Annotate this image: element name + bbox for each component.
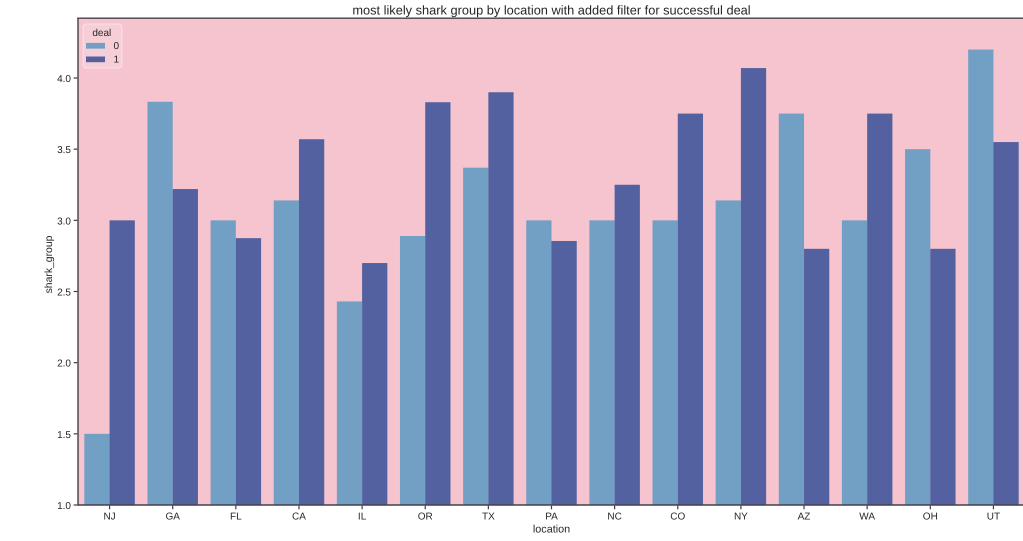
svg-text:1.5: 1.5 xyxy=(57,430,71,441)
svg-text:TX: TX xyxy=(482,512,495,523)
svg-text:4.0: 4.0 xyxy=(57,74,71,85)
svg-text:3.5: 3.5 xyxy=(57,145,71,156)
svg-text:1.0: 1.0 xyxy=(57,501,71,512)
svg-text:FL: FL xyxy=(230,512,242,523)
svg-text:OR: OR xyxy=(418,512,433,523)
svg-text:PA: PA xyxy=(545,512,558,523)
svg-text:CO: CO xyxy=(670,512,685,523)
svg-text:WA: WA xyxy=(859,512,875,523)
svg-text:NY: NY xyxy=(734,512,748,523)
svg-text:1: 1 xyxy=(114,54,120,65)
svg-text:GA: GA xyxy=(165,512,180,523)
svg-text:deal: deal xyxy=(92,28,111,39)
svg-text:2.0: 2.0 xyxy=(57,359,71,370)
svg-text:AZ: AZ xyxy=(798,512,811,523)
svg-text:most likely shark group by loc: most likely shark group by location with… xyxy=(352,3,750,18)
svg-text:location: location xyxy=(533,524,570,536)
svg-text:OH: OH xyxy=(923,512,938,523)
svg-text:IL: IL xyxy=(358,512,367,523)
svg-text:3.0: 3.0 xyxy=(57,216,71,227)
svg-text:shark_group: shark_group xyxy=(44,235,55,293)
svg-text:CA: CA xyxy=(292,512,306,523)
svg-text:0: 0 xyxy=(114,41,120,52)
svg-text:2.5: 2.5 xyxy=(57,288,71,299)
svg-text:NJ: NJ xyxy=(103,512,115,523)
svg-text:UT: UT xyxy=(987,512,1000,523)
svg-text:NC: NC xyxy=(607,512,621,523)
